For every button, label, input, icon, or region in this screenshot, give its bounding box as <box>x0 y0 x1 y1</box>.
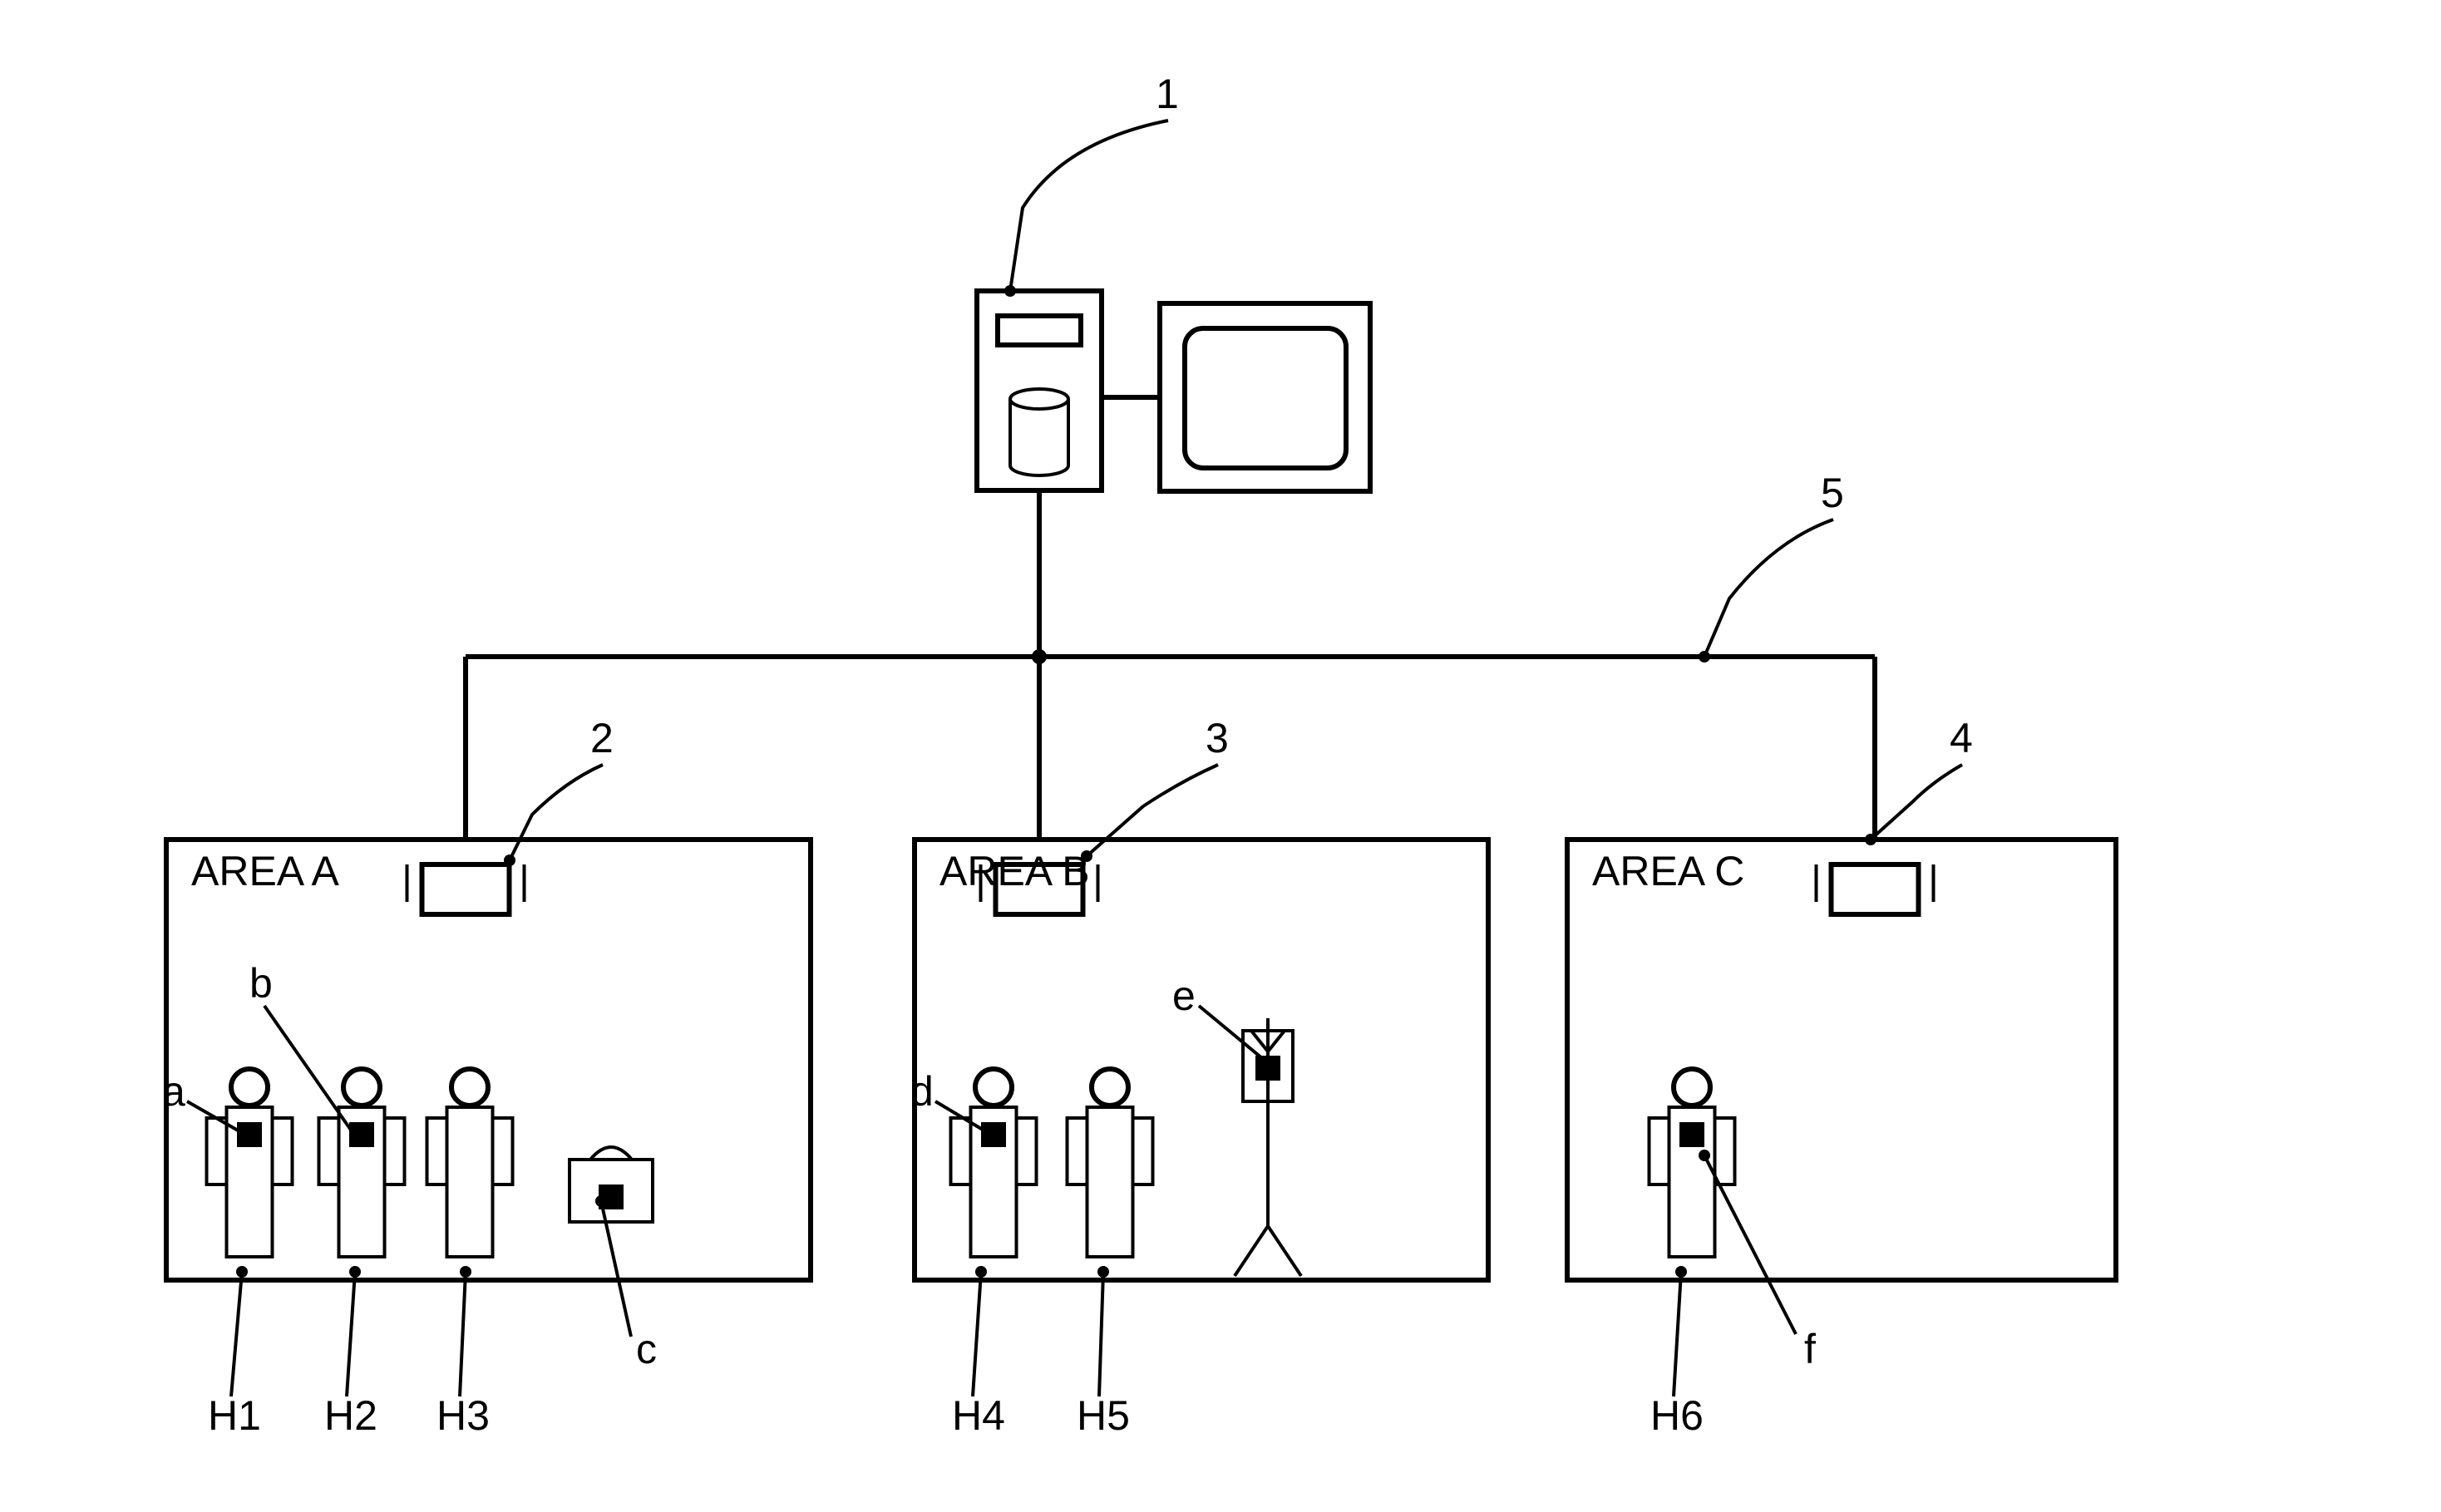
label-num3: 3 <box>1206 715 1229 761</box>
label-areaB: AREA B <box>939 848 1090 894</box>
label-H1: H1 <box>208 1392 261 1439</box>
label-num4: 4 <box>1950 715 1973 761</box>
label-num1: 1 <box>1156 71 1179 117</box>
label-H2: H2 <box>324 1392 377 1439</box>
label-H4: H4 <box>952 1392 1005 1439</box>
label-f: f <box>1804 1326 1816 1372</box>
label-H3: H3 <box>436 1392 490 1439</box>
label-num5: 5 <box>1821 470 1844 516</box>
label-a: a <box>162 1068 185 1115</box>
network-diagram: 1 2 3 4 5 AREA A AREA B AREA C a b c d e f H1 H2 H3 H4 H5 H… <box>0 0 2441 1512</box>
label-areaC: AREA C <box>1592 848 1744 894</box>
label-b: b <box>249 960 273 1007</box>
label-c: c <box>636 1326 657 1372</box>
label-areaA: AREA A <box>191 848 340 894</box>
label-H5: H5 <box>1077 1392 1130 1439</box>
label-e: e <box>1172 973 1196 1019</box>
label-num2: 2 <box>590 715 614 761</box>
label-H6: H6 <box>1650 1392 1704 1439</box>
label-d: d <box>910 1068 934 1115</box>
